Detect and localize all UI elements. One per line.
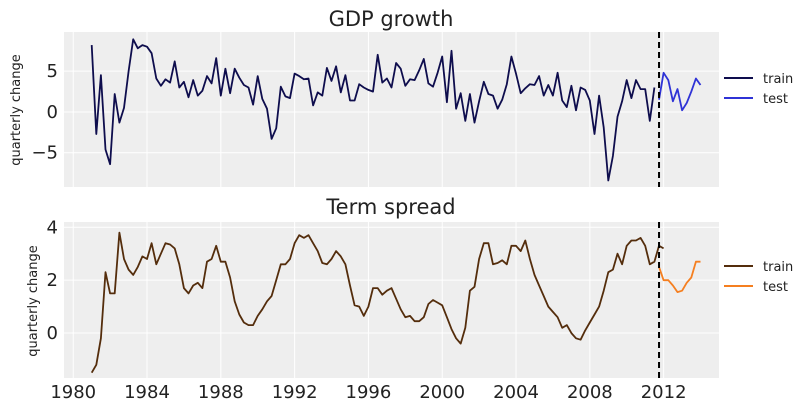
term-y-tick-labels: 0 2 4 (47, 217, 58, 344)
gdp-y-tick-label: 5 (47, 61, 58, 82)
term-x-tick-label: 2012 (641, 382, 687, 403)
term-x-tick-label: 1996 (346, 382, 392, 403)
term-x-tick-label: 1984 (124, 382, 170, 403)
gdp-legend-train-label: train (763, 72, 793, 87)
gdp-lines (90, 32, 702, 187)
gdp-growth-panel: −5 0 5 GDP growth quarterly change train t… (9, 7, 793, 187)
term-lines (90, 222, 701, 378)
gdp-y-tick-labels: −5 0 5 (31, 61, 58, 164)
term-x-tick-label: 2008 (567, 382, 613, 403)
term-x-tick-labels: 1980 1984 1988 1992 1996 2000 2004 2008 2012 (50, 382, 686, 403)
gdp-y-tick-label: −5 (31, 143, 58, 164)
term-train-line (90, 231, 665, 374)
term-plot-area (64, 222, 719, 378)
term-x-tick-label: 1980 (50, 382, 96, 403)
term-legend-train-label: train (763, 260, 793, 275)
term-y-tick-label: 4 (47, 217, 58, 238)
term-y-tick-label: 2 (47, 270, 58, 291)
term-test-line (658, 260, 701, 294)
term-x-tick-label: 2000 (419, 382, 465, 403)
term-y-tick-label: 0 (47, 323, 58, 344)
term-x-tick-label: 2004 (493, 382, 539, 403)
gdp-plot-area (64, 32, 719, 187)
term-chart-title: Term spread (325, 195, 455, 219)
term-x-tick-label: 1988 (198, 382, 244, 403)
gdp-y-axis-label: quarterly change (9, 54, 24, 166)
term-legend-test-label: test (763, 280, 788, 295)
gdp-legend: train test (724, 72, 793, 107)
gdp-train-line (90, 38, 656, 182)
gdp-test-line (658, 71, 702, 112)
gdp-legend-test-label: test (763, 92, 788, 107)
gdp-chart-title: GDP growth (329, 7, 454, 31)
term-x-tick-label: 1992 (272, 382, 318, 403)
gdp-y-tick-label: 0 (47, 102, 58, 123)
term-y-axis-label: quarterly change (26, 245, 41, 357)
term-spread-panel: 0 2 4 1980 1984 1988 1992 1996 2000 2004 2008 2012… (26, 195, 793, 403)
term-legend: train test (724, 260, 793, 295)
